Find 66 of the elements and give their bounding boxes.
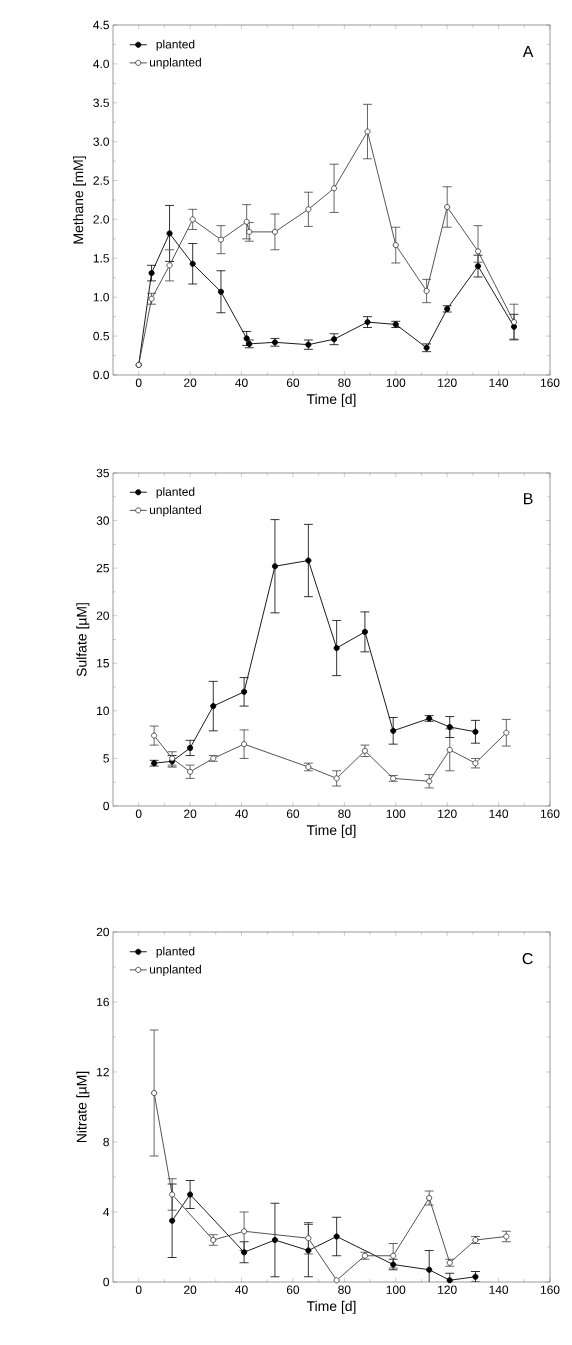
y-tick-label: 8 — [103, 1137, 109, 1147]
legend-label: planted — [156, 946, 195, 958]
y-tick-label: 2.5 — [93, 176, 109, 185]
annotation: C — [522, 953, 533, 965]
legend-label: unplanted — [149, 964, 201, 976]
x-tick-label: 20 — [184, 378, 197, 387]
legend-label: planted — [156, 39, 195, 51]
y-tick-label: 20 — [96, 927, 110, 937]
y-axis-title: Sulfate [µM] — [76, 603, 90, 677]
x-tick-label: 80 — [338, 809, 351, 818]
y-tick-label: 0 — [103, 1277, 110, 1287]
y-tick-label: 20 — [96, 611, 110, 620]
x-tick-label: 160 — [540, 1285, 560, 1294]
y-tick-label: 0 — [103, 801, 110, 811]
x-tick-label: 140 — [489, 1285, 509, 1294]
x-tick-label: 40 — [235, 378, 248, 387]
y-tick-label: 3.5 — [93, 98, 109, 107]
x-tick-label: 40 — [235, 809, 248, 818]
y-tick-label: 35 — [96, 468, 109, 478]
x-tick-label: 0 — [135, 809, 142, 818]
x-tick-label: 80 — [338, 1285, 351, 1294]
x-tick-label: 100 — [386, 1285, 406, 1294]
x-tick-label: 140 — [489, 378, 509, 387]
y-tick-label: 4 — [103, 1207, 110, 1217]
legend-label: planted — [156, 487, 195, 499]
x-tick-label: 20 — [184, 809, 197, 818]
y-tick-label: 16 — [97, 997, 109, 1007]
x-axis-title: Time [d] — [306, 824, 356, 838]
legend-label: unplanted — [149, 57, 201, 69]
y-tick-label: 2.0 — [93, 215, 110, 224]
y-tick-label: 4.5 — [93, 20, 109, 30]
y-tick-label: 1.0 — [93, 292, 110, 302]
y-axis-title: Methane [mM] — [73, 156, 87, 244]
x-tick-label: 0 — [135, 378, 142, 387]
annotation: B — [524, 493, 533, 505]
y-axis-title: Nitrate [µM] — [76, 1071, 90, 1143]
x-tick-label: 20 — [184, 1285, 197, 1294]
x-tick-label: 40 — [235, 1285, 248, 1294]
x-tick-label: 80 — [338, 378, 351, 387]
y-tick-label: 0.0 — [93, 370, 110, 380]
x-tick-label: 120 — [438, 378, 457, 387]
x-tick-label: 60 — [286, 809, 300, 818]
x-tick-label: 100 — [386, 809, 406, 818]
y-tick-label: 10 — [97, 706, 110, 716]
y-tick-label: 1.5 — [93, 254, 109, 263]
y-tick-label: 0.5 — [93, 331, 109, 341]
x-tick-label: 100 — [386, 378, 406, 387]
x-axis-title: Time [d] — [306, 1300, 356, 1314]
x-tick-label: 60 — [286, 378, 300, 387]
x-tick-label: 120 — [438, 809, 457, 818]
y-tick-label: 12 — [97, 1067, 109, 1077]
x-tick-label: 160 — [540, 378, 560, 387]
x-tick-label: 120 — [438, 1285, 457, 1294]
x-tick-label: 0 — [135, 1285, 142, 1294]
x-tick-label: 60 — [286, 1285, 300, 1294]
legend-label: unplanted — [149, 505, 201, 517]
y-tick-label: 4.0 — [93, 59, 110, 69]
y-tick-label: 25 — [96, 563, 109, 573]
annotation: A — [522, 46, 534, 57]
x-axis-title: Time [d] — [306, 393, 356, 407]
x-tick-label: 140 — [489, 809, 509, 818]
y-tick-label: 30 — [96, 516, 110, 525]
y-tick-label: 5 — [103, 754, 109, 763]
y-tick-label: 15 — [97, 659, 109, 668]
x-tick-label: 160 — [540, 809, 560, 818]
y-tick-label: 3.0 — [93, 137, 110, 146]
